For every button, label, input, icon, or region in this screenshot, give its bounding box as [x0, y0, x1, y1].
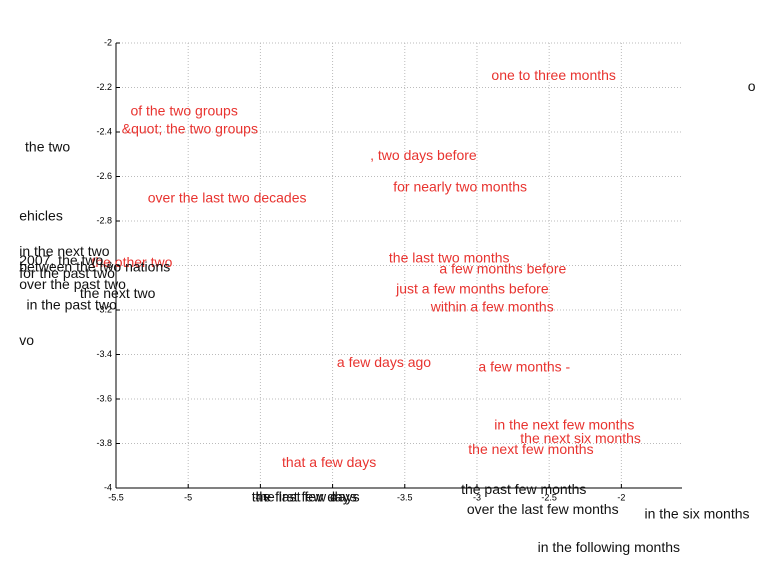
point-label: , two days before	[370, 147, 477, 163]
point-label: the next few months	[468, 441, 593, 457]
point-label: for the past two	[19, 265, 115, 281]
point-label: that a few days	[282, 454, 376, 470]
point-label: for nearly two months	[393, 178, 527, 194]
point-label: just a few months before	[395, 281, 549, 297]
y-tick-label: -3.4	[96, 349, 112, 359]
point-label: within a few months	[430, 298, 554, 314]
point-label: the first few days	[252, 489, 357, 505]
point-label: in the next two	[19, 243, 109, 259]
point-label: the other two	[91, 254, 172, 270]
point-label: &quot; the two groups	[122, 120, 258, 136]
y-tick-label: -2.6	[96, 171, 112, 181]
x-tick-label: -2.5	[541, 492, 557, 502]
point-label: a few days ago	[337, 354, 431, 370]
point-label: vo	[19, 332, 34, 348]
point-label: over the last two decades	[148, 189, 307, 205]
point-label: of the two groups	[130, 103, 237, 119]
point-label: over the last few months	[467, 501, 619, 517]
x-tick-label: -4	[329, 492, 337, 502]
point-label: the two	[25, 138, 70, 154]
y-tick-label: -2	[104, 37, 112, 47]
y-tick-label: -3	[104, 260, 112, 270]
point-label: between the two nations	[19, 258, 170, 274]
point-label: in the next few months	[494, 416, 634, 432]
point-label: ehicles	[19, 207, 63, 223]
x-tick-label: -5.5	[108, 492, 124, 502]
x-tick-label: -5	[184, 492, 192, 502]
y-tick-label: -2.8	[96, 215, 112, 225]
point-label: the past few months	[461, 481, 586, 497]
point-label: a few months before	[439, 261, 566, 277]
y-tick-label: -3.2	[96, 304, 112, 314]
y-tick-label: -3.8	[96, 438, 112, 448]
point-label: o	[748, 78, 756, 94]
point-label: in the past two	[26, 296, 116, 312]
x-tick-label: -2	[617, 492, 625, 502]
y-tick-label: -3.6	[96, 393, 112, 403]
x-tick-label: -4.5	[253, 492, 269, 502]
point-label: the next six months	[520, 430, 641, 446]
y-tick-label: -2.2	[96, 82, 112, 92]
point-label: in the six months	[644, 505, 749, 521]
point-label: a few months -	[478, 359, 570, 375]
point-label: the next two	[80, 285, 156, 301]
x-tick-label: -3	[473, 492, 481, 502]
point-label: the last two months	[389, 250, 510, 266]
point-label: over the past two	[19, 276, 126, 292]
y-tick-label: -4	[104, 482, 112, 492]
point-label: one to three months	[491, 67, 616, 83]
y-tick-label: -2.4	[96, 126, 112, 136]
point-label: the last few days	[255, 489, 359, 505]
point-label: 2007, the two	[19, 252, 103, 268]
x-tick-label: -3.5	[397, 492, 413, 502]
point-label: in the following months	[538, 539, 680, 555]
